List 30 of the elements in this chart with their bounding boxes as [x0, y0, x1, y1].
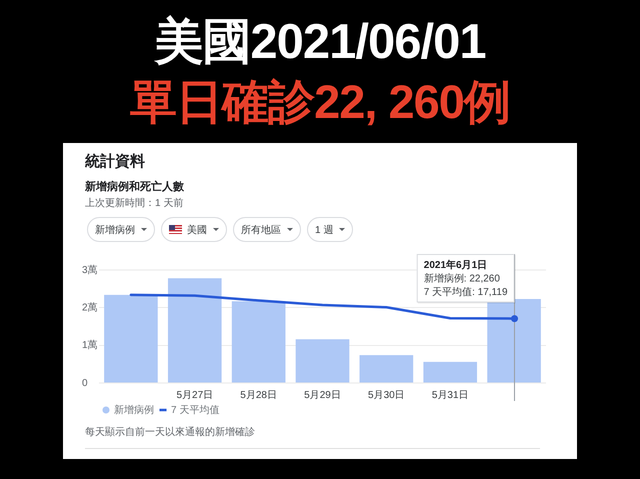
bar [423, 362, 478, 382]
dropdown: 1 週 [307, 217, 354, 242]
bar [168, 278, 222, 382]
bar [296, 339, 350, 382]
text: 單日確診22, 260例 [129, 75, 511, 128]
annotation: 2021年6月1日 [424, 258, 488, 271]
bar [104, 294, 158, 382]
chart-subtitle: 新增病例和死亡人數 [85, 180, 184, 194]
x-tick-label: 5月27日 [176, 390, 214, 401]
x-tick-label: 5月28日 [240, 390, 277, 401]
text: 上次更新時間：1 天前 [85, 197, 184, 210]
dropdown: 所有地區 [233, 217, 301, 242]
x-tick-label: 5月30日 [368, 390, 405, 401]
y-tick-label: 2萬 [82, 301, 98, 314]
legend-label: 新增病例 [114, 404, 154, 416]
annotation: 新增病例: 22,260 [424, 272, 500, 284]
annotation: 7 天平均值: 17,119 [424, 286, 508, 298]
y-tick-label: 1萬 [82, 339, 98, 352]
x-tick-label: 5月31日 [432, 390, 469, 401]
text: 每天顯示自前一天以來通報的新增確診 [85, 426, 255, 439]
y-tick-label: 3萬 [82, 264, 98, 276]
bar [232, 301, 286, 382]
y-tick-label: 0 [82, 378, 88, 389]
x-tick-label: 5月29日 [304, 390, 341, 401]
legend-label: 7 天平均值 [171, 404, 220, 416]
dropdown: 美國 [161, 217, 227, 242]
chart-title: 統計資料 [85, 152, 145, 171]
dropdown: 新增病例 [87, 217, 155, 242]
text: 美國2021/06/01 [153, 15, 487, 69]
bar [360, 355, 414, 382]
